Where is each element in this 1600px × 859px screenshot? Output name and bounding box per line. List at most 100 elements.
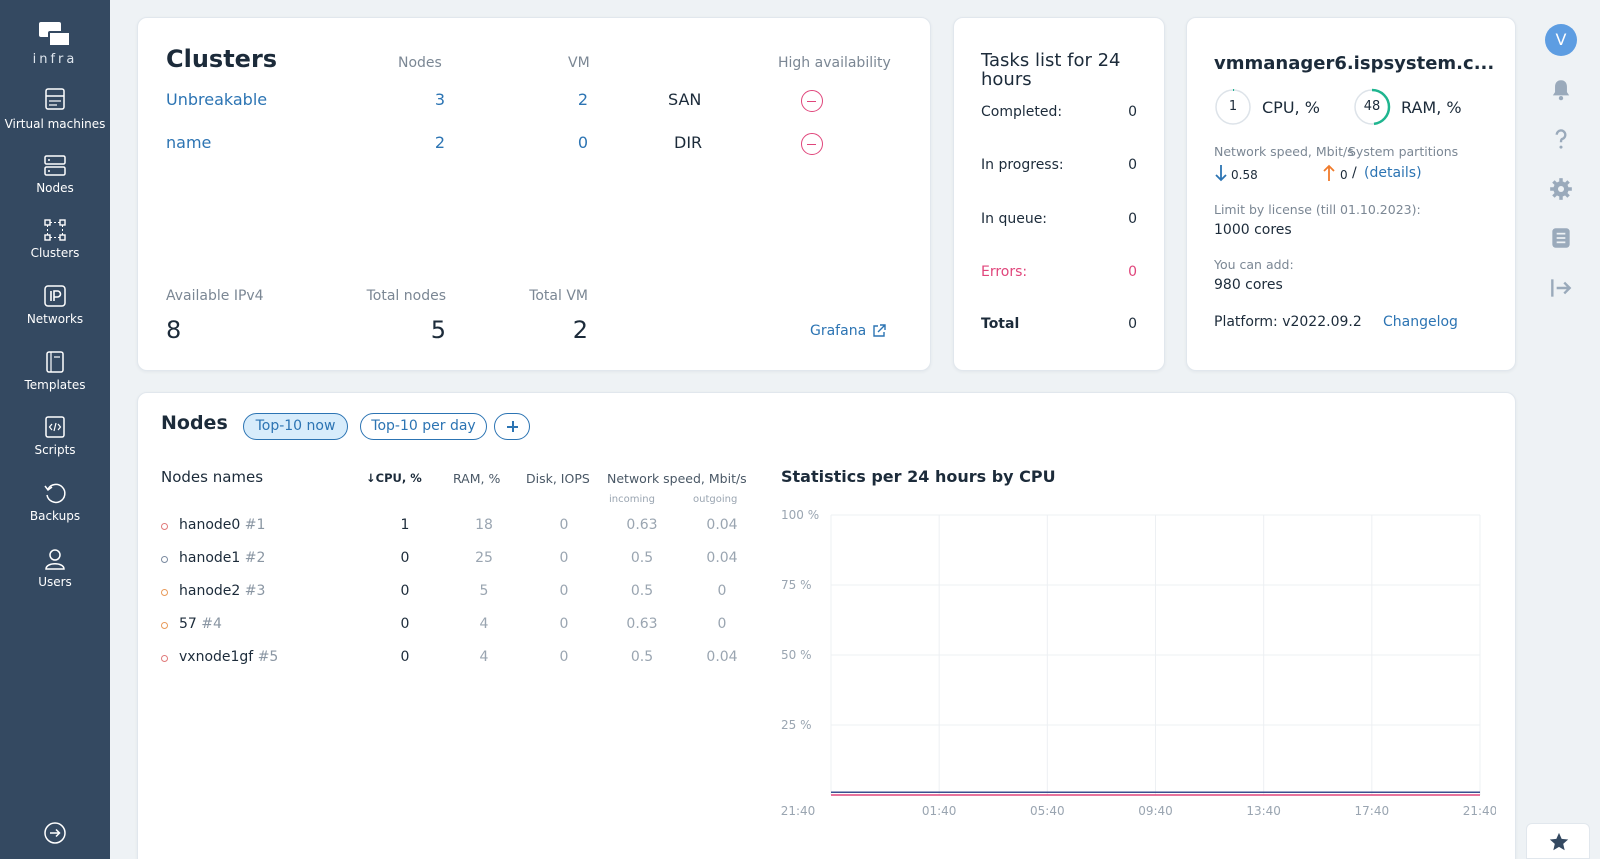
cpu-cell: 0 bbox=[400, 583, 410, 599]
sidebar-item-virtual-machines[interactable]: Virtual machines bbox=[0, 87, 110, 131]
cluster-link-name[interactable]: name bbox=[166, 133, 212, 152]
status-dot bbox=[161, 655, 168, 662]
total-nodes-value: 5 bbox=[430, 316, 446, 344]
ha-disabled-icon bbox=[801, 133, 823, 155]
upload-arrow-icon bbox=[1323, 164, 1335, 181]
task-count: 0 bbox=[1128, 157, 1137, 173]
collapse-sidebar-button[interactable] bbox=[40, 818, 70, 848]
bell-icon bbox=[1552, 80, 1570, 101]
task-count: 0 bbox=[1128, 211, 1137, 227]
cpu-cell: 0 bbox=[400, 550, 410, 566]
nodes-title: Nodes bbox=[161, 412, 228, 434]
node-number: #1 bbox=[244, 517, 266, 533]
column-header-node-name: Nodes names bbox=[161, 468, 264, 486]
ram-cell: 18 bbox=[475, 517, 493, 533]
tab-top-10-now[interactable]: Top-10 now bbox=[243, 413, 348, 440]
cluster-nodes-count[interactable]: 2 bbox=[434, 133, 445, 152]
logout-icon bbox=[1551, 279, 1572, 297]
total-vm-label: Total VM bbox=[529, 288, 588, 304]
notifications-button[interactable] bbox=[1548, 77, 1574, 103]
sidebar-item-nodes[interactable]: Nodes bbox=[0, 153, 110, 195]
incoming-cell: 0.5 bbox=[630, 649, 654, 665]
sidebar-item-backups[interactable]: Backups bbox=[0, 481, 110, 523]
ram-label: RAM, % bbox=[1401, 98, 1462, 117]
task-count: 0 bbox=[1128, 104, 1137, 120]
nodes-card: Nodes Top-10 now Top-10 per day Nodes na… bbox=[137, 392, 1516, 859]
add-tab-button[interactable] bbox=[494, 413, 530, 440]
download-speed-value: 0.58 bbox=[1231, 168, 1258, 182]
task-label: In progress: bbox=[981, 157, 1064, 173]
outgoing-cell: 0.04 bbox=[706, 517, 738, 533]
ram-cell: 4 bbox=[479, 616, 489, 632]
column-header-incoming[interactable]: incoming bbox=[609, 494, 655, 505]
favorites-button[interactable] bbox=[1526, 823, 1590, 859]
task-row-in-progress: In progress: 0 bbox=[981, 157, 1137, 173]
status-dot bbox=[161, 523, 168, 530]
logs-button[interactable] bbox=[1548, 225, 1574, 251]
task-row-errors[interactable]: Errors: 0 bbox=[981, 264, 1137, 280]
tab-top-10-per-day[interactable]: Top-10 per day bbox=[360, 413, 487, 440]
sidebar-item-templates[interactable]: Templates bbox=[0, 350, 110, 392]
status-dot bbox=[161, 589, 168, 596]
users-icon bbox=[45, 549, 65, 570]
task-row-total: Total 0 bbox=[981, 316, 1137, 332]
sidebar-item-scripts[interactable]: Scripts bbox=[0, 415, 110, 457]
can-add-value: 980 cores bbox=[1214, 277, 1283, 293]
task-label: In queue: bbox=[981, 211, 1048, 227]
task-label: Completed: bbox=[981, 104, 1063, 120]
grafana-link[interactable]: Grafana bbox=[810, 323, 887, 339]
sidebar-item-label: Virtual machines bbox=[4, 117, 106, 131]
cpu-label: CPU, % bbox=[1262, 98, 1320, 117]
x-tick-label: 21:40 bbox=[1463, 804, 1496, 815]
upload-speed-value: 0 bbox=[1340, 168, 1348, 182]
changelog-link[interactable]: Changelog bbox=[1383, 314, 1458, 330]
help-button[interactable] bbox=[1548, 126, 1574, 152]
x-tick-label: 21:40 bbox=[781, 804, 815, 815]
clusters-card: Clusters Nodes VM High availability Unbr… bbox=[137, 17, 931, 371]
sidebar-item-label: Clusters bbox=[30, 246, 80, 260]
sidebar-item-label: Nodes bbox=[36, 181, 74, 195]
sidebar-item-clusters[interactable]: Clusters bbox=[0, 218, 110, 260]
node-number: #2 bbox=[244, 550, 266, 566]
settings-button[interactable] bbox=[1548, 176, 1574, 202]
cpu-gauge: 1 bbox=[1214, 88, 1252, 126]
cpu-cell: 1 bbox=[400, 517, 410, 533]
sidebar-item-label: Scripts bbox=[34, 443, 76, 457]
ha-disabled-icon bbox=[801, 90, 823, 112]
task-count: 0 bbox=[1128, 316, 1137, 332]
cluster-vm-count[interactable]: 0 bbox=[577, 133, 588, 152]
column-header-disk[interactable]: Disk, IOPS bbox=[526, 471, 590, 486]
cluster-vm-count[interactable]: 2 bbox=[577, 90, 588, 109]
details-link[interactable]: (details) bbox=[1364, 165, 1422, 181]
column-header-outgoing[interactable]: outgoing bbox=[693, 494, 738, 505]
sidebar-item-networks[interactable]: Networks bbox=[0, 284, 110, 326]
network-speed-label: Network speed, Mbit/s bbox=[1214, 144, 1354, 159]
incoming-cell: 0.5 bbox=[630, 550, 654, 566]
outgoing-cell: 0.04 bbox=[706, 649, 738, 665]
scripts-icon bbox=[45, 416, 65, 438]
node-name: hanode1 bbox=[179, 550, 241, 566]
column-header-high-availability: High availability bbox=[778, 55, 891, 71]
node-name: vxnode1gf bbox=[179, 649, 254, 665]
sidebar-item-label: Backups bbox=[29, 509, 81, 523]
x-tick-label: 01:40 bbox=[922, 804, 957, 815]
column-header-cpu[interactable]: ↓CPU, % bbox=[366, 471, 422, 485]
cpu-statistics-chart: 100 % 75 % 50 % 25 % 21:40 01:40 05:40 09:40 13:… bbox=[781, 508, 1496, 815]
backups-icon bbox=[44, 483, 66, 504]
y-tick-label: 25 % bbox=[781, 718, 812, 732]
system-partitions-label: System partitions bbox=[1348, 144, 1459, 159]
networks-icon bbox=[44, 285, 66, 307]
disk-cell: 0 bbox=[559, 649, 569, 665]
column-header-ram[interactable]: RAM, % bbox=[453, 471, 501, 486]
available-ipv4-value: 8 bbox=[166, 316, 182, 344]
cluster-nodes-count[interactable]: 3 bbox=[434, 90, 445, 109]
user-avatar[interactable]: V bbox=[1545, 24, 1577, 56]
sidebar-item-users[interactable]: Users bbox=[0, 547, 110, 589]
cluster-link-unbreakable[interactable]: Unbreakable bbox=[166, 90, 268, 109]
outgoing-cell: 0 bbox=[717, 616, 727, 632]
logout-button[interactable] bbox=[1548, 275, 1574, 301]
logo[interactable]: infra bbox=[0, 22, 110, 67]
logo-icon bbox=[39, 22, 71, 48]
tasks-title: Tasks list for 24 hours bbox=[981, 50, 1121, 90]
ram-gauge-ring bbox=[1353, 88, 1391, 126]
